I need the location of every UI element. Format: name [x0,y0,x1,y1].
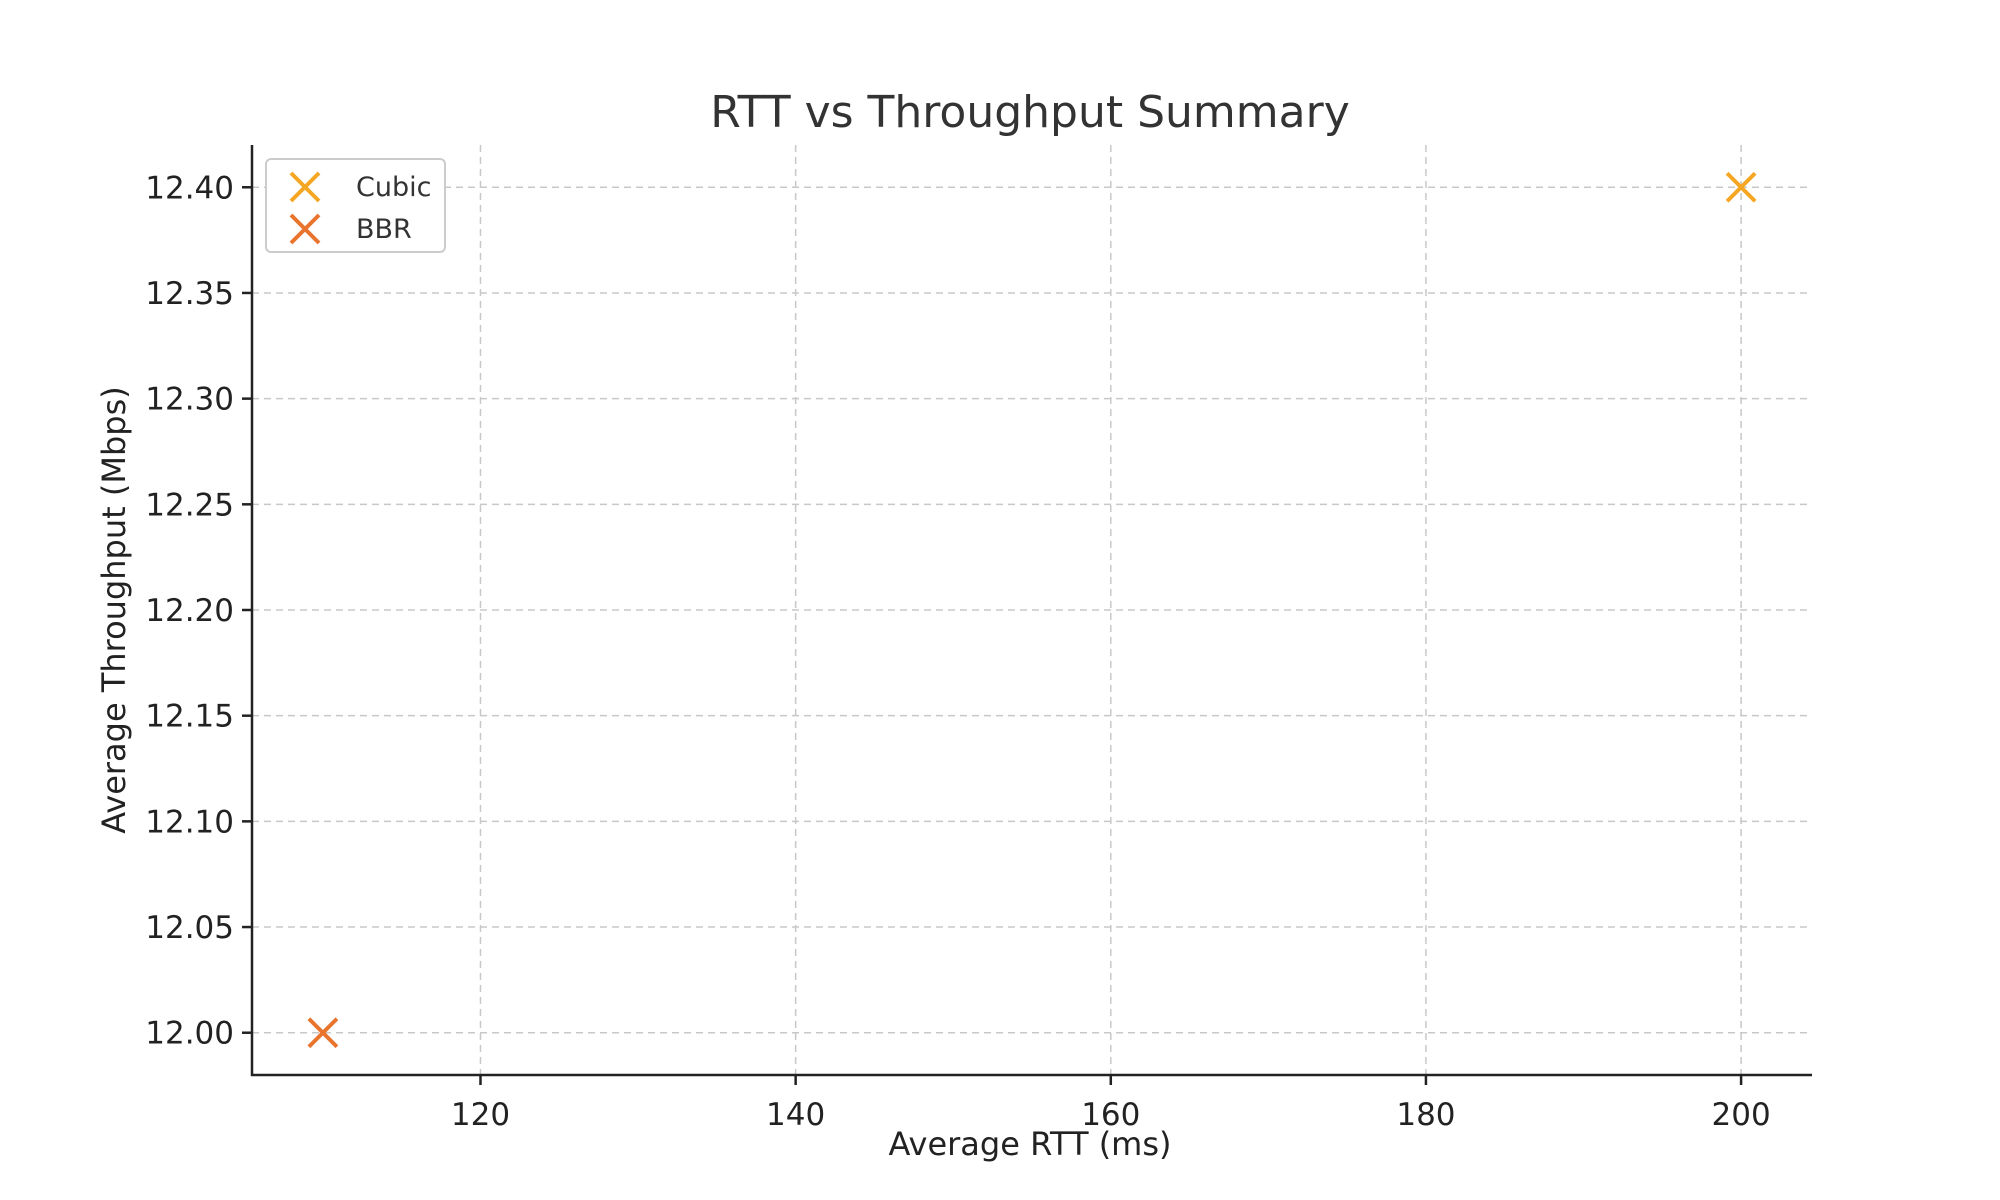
x-tick-label: 200 [1712,1097,1771,1133]
y-tick-label: 12.15 [145,699,234,735]
x-tick-label: 160 [1081,1097,1140,1133]
legend-label: BBR [356,214,412,245]
y-tick-label: 12.00 [145,1016,234,1052]
y-tick-label: 12.40 [145,170,234,206]
axes-spines [250,145,1812,1077]
chart-title: RTT vs Throughput Summary [710,87,1349,138]
legend-marker-bbr [289,213,321,245]
data-point-bbr [307,1017,339,1049]
y-tick-label: 12.30 [145,382,234,418]
x-axis-ticks: 120 140 160 180 200 [451,1075,1771,1133]
data-points [307,171,1757,1049]
y-tick-label: 12.35 [145,276,234,312]
y-axis-ticks: 12.00 12.05 12.10 12.15 12.20 12.25 12.30 12.35… [145,170,252,1052]
legend-label: Cubic [356,172,431,203]
legend: Cubic BBR [265,158,446,253]
axis-spines [250,145,1812,1077]
grid-lines [252,145,1812,1075]
y-tick-label: 12.25 [145,487,234,523]
legend-marker-cubic [289,171,321,203]
y-axis-label: Average Throughput (Mbps) [95,386,133,834]
y-tick-label: 12.20 [145,593,234,629]
x-tick-label: 180 [1396,1097,1455,1133]
y-tick-label: 12.10 [145,804,234,840]
x-axis-label: Average RTT (ms) [889,1125,1172,1163]
x-tick-label: 140 [766,1097,825,1133]
data-point-cubic [1725,171,1757,203]
x-tick-label: 120 [451,1097,510,1133]
y-tick-label: 12.05 [145,910,234,946]
